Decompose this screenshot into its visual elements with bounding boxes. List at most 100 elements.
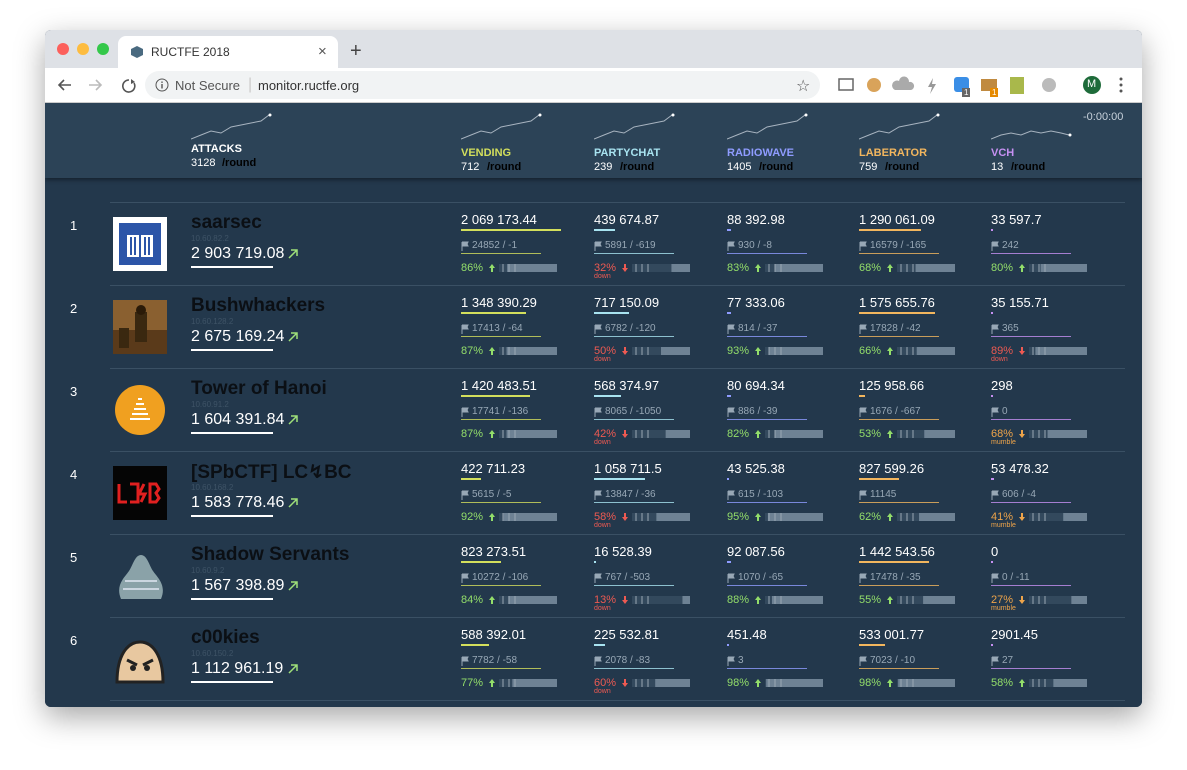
- flags-bar: [594, 502, 674, 503]
- score-bar: [859, 644, 885, 646]
- row-separator: [110, 368, 1125, 369]
- score-bar: [859, 312, 936, 314]
- url: monitor.ructfe.org: [258, 78, 360, 93]
- service-score: 43 525.38: [727, 461, 785, 476]
- service-score: 298: [991, 378, 1013, 393]
- row-separator: [110, 534, 1125, 535]
- sla-history: [1029, 430, 1087, 438]
- team-score: 1 112 961.19: [191, 660, 284, 677]
- flags-bar: [594, 585, 674, 586]
- flags-bar: [727, 668, 807, 669]
- service-flags: 16579 / -165: [870, 240, 927, 251]
- sla-history: [499, 679, 557, 687]
- sla-history: [1029, 679, 1087, 687]
- sla-history: [1029, 347, 1087, 355]
- score-bar: [991, 395, 993, 397]
- flag-icon: [594, 241, 602, 251]
- flags-bar: [461, 253, 541, 254]
- status-arrow: [622, 430, 628, 438]
- status-arrow: [622, 513, 628, 521]
- service-sla: 68%: [859, 262, 882, 274]
- rank: 4: [70, 467, 78, 482]
- trend-arrow: [288, 332, 298, 342]
- trend-arrow: [288, 415, 298, 425]
- flag-icon: [991, 241, 999, 251]
- minimize-window[interactable]: [77, 43, 89, 55]
- flag-icon: [727, 241, 735, 251]
- score-bar: [727, 478, 730, 480]
- new-tab[interactable]: +: [350, 40, 362, 62]
- flag-icon: [727, 490, 735, 500]
- close-window[interactable]: [57, 43, 69, 55]
- service-score: 35 155.71: [991, 295, 1049, 310]
- service-sla: 13%: [594, 594, 617, 606]
- service-status: down: [594, 688, 611, 695]
- flag-icon: [991, 573, 999, 583]
- sparkline: [461, 113, 542, 140]
- service-unit: /round: [885, 161, 920, 173]
- sla-history: [765, 596, 823, 604]
- flag-icon: [991, 490, 999, 500]
- score-bar: [594, 395, 622, 397]
- flag-icon: [461, 656, 469, 666]
- sla-history: [1029, 264, 1087, 272]
- sla-history: [765, 513, 823, 521]
- sla-history: [632, 679, 690, 687]
- service-flags: 242: [1002, 240, 1019, 251]
- service-flags: 17478 / -35: [870, 572, 921, 583]
- service-flags: 17413 / -64: [472, 323, 523, 334]
- service-score: 1 058 711.5: [594, 461, 662, 476]
- status-arrow: [887, 596, 893, 604]
- rank: 5: [70, 550, 78, 565]
- service-status: down: [594, 356, 611, 363]
- status-arrow: [489, 596, 495, 604]
- flag-icon: [594, 573, 602, 583]
- address-bar[interactable]: Not Secure | monitor.ructfe.org ☆: [145, 71, 820, 99]
- nav-buttons[interactable]: [57, 77, 147, 93]
- service-score: 88 392.98: [727, 212, 785, 227]
- service-sla: 87%: [461, 428, 484, 440]
- sparkline: [727, 113, 808, 140]
- team-score: 2 903 719.08: [191, 245, 285, 262]
- team-score: 1 567 398.89: [191, 577, 285, 594]
- status-arrow: [887, 430, 893, 438]
- team-name: Shadow Servants: [191, 544, 350, 565]
- flags-bar: [991, 502, 1071, 503]
- avatar[interactable]: M: [1087, 78, 1097, 90]
- sla-history: [897, 596, 955, 604]
- security-label: Not Secure: [175, 78, 241, 93]
- maximize-window[interactable]: [97, 43, 109, 55]
- service-flags: 606 / -4: [1002, 489, 1036, 500]
- service-rate: 759: [859, 161, 878, 173]
- score-bar: [594, 478, 646, 480]
- flags-bar: [727, 502, 807, 503]
- flags-bar: [991, 253, 1071, 254]
- service-flags: 7782 / -58: [472, 655, 518, 666]
- status-arrow: [1019, 513, 1025, 521]
- status-arrow: [755, 596, 761, 604]
- trend-arrow: [288, 498, 298, 508]
- tab-close[interactable]: ×: [318, 43, 327, 60]
- score-underline: [191, 598, 273, 600]
- score-bar: [991, 561, 993, 563]
- bookmark-star[interactable]: ☆: [796, 78, 811, 95]
- flag-icon: [859, 573, 867, 583]
- score-bar: [594, 312, 629, 314]
- score-bar: [727, 644, 729, 646]
- attacks-unit: /round: [222, 157, 257, 169]
- tab[interactable]: RUCTFE 2018 ×: [118, 36, 338, 68]
- team-score: 2 675 169.24: [191, 328, 285, 345]
- flags-bar: [461, 585, 541, 586]
- extensions: [838, 76, 1123, 94]
- flags-bar: [727, 419, 807, 420]
- status-arrow: [1019, 596, 1025, 604]
- rank: 1: [70, 218, 78, 233]
- service-score: 2901.45: [991, 627, 1038, 642]
- service-sla: 62%: [859, 511, 882, 523]
- rank: 6: [70, 633, 78, 648]
- service-score: 568 374.97: [594, 378, 660, 393]
- service-flags: 886 / -39: [738, 406, 778, 417]
- sla-history: [765, 264, 823, 272]
- service-flags: 0 / -11: [1002, 572, 1030, 583]
- service-status: mumble: [991, 605, 1016, 612]
